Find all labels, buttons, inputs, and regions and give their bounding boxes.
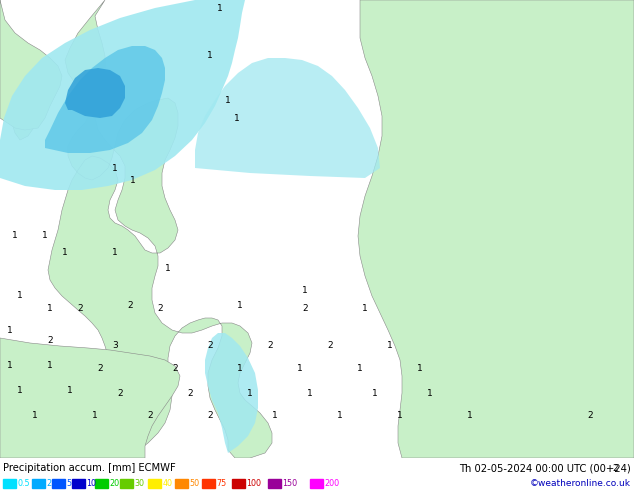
Polygon shape <box>45 46 165 153</box>
Text: 1: 1 <box>17 291 23 299</box>
Text: 1: 1 <box>372 389 378 397</box>
Text: 2: 2 <box>327 341 333 349</box>
Bar <box>32 479 45 488</box>
Text: 1: 1 <box>387 341 393 349</box>
Text: 1: 1 <box>272 411 278 419</box>
Polygon shape <box>195 58 380 178</box>
Text: 100: 100 <box>247 479 261 488</box>
Text: 1: 1 <box>112 164 118 172</box>
Polygon shape <box>48 0 272 458</box>
Text: 2: 2 <box>147 411 153 419</box>
Text: 200: 200 <box>325 479 340 488</box>
Text: 1: 1 <box>397 411 403 419</box>
Polygon shape <box>358 0 634 458</box>
Text: 2: 2 <box>207 341 213 349</box>
Text: 1: 1 <box>417 364 423 372</box>
Text: 2: 2 <box>207 411 213 419</box>
Text: 1: 1 <box>234 114 240 122</box>
Text: 1: 1 <box>92 411 98 419</box>
Text: 0.5: 0.5 <box>18 479 30 488</box>
Text: 2: 2 <box>157 303 163 313</box>
Text: 2: 2 <box>267 341 273 349</box>
Text: 1: 1 <box>17 386 23 394</box>
Polygon shape <box>0 338 180 458</box>
Text: 2: 2 <box>612 464 618 472</box>
Bar <box>310 479 323 488</box>
Text: 1: 1 <box>12 230 18 240</box>
Text: 1: 1 <box>427 389 433 397</box>
Text: 2: 2 <box>187 389 193 397</box>
Text: 1: 1 <box>307 389 313 397</box>
Text: 1: 1 <box>47 361 53 369</box>
Text: 50: 50 <box>190 479 200 488</box>
Bar <box>175 479 188 488</box>
Bar <box>148 479 161 488</box>
Text: 3: 3 <box>112 341 118 349</box>
Text: 1: 1 <box>337 411 343 419</box>
Text: 2: 2 <box>302 303 308 313</box>
Text: 2: 2 <box>127 300 133 310</box>
Text: ©weatheronline.co.uk: ©weatheronline.co.uk <box>530 479 631 488</box>
Text: 2: 2 <box>97 364 103 372</box>
Text: 30: 30 <box>134 479 145 488</box>
Text: 1: 1 <box>207 50 213 59</box>
Text: Precipitation accum. [mm] ECMWF: Precipitation accum. [mm] ECMWF <box>3 463 176 473</box>
Polygon shape <box>65 68 125 118</box>
Text: 2: 2 <box>47 336 53 344</box>
Text: 150: 150 <box>283 479 297 488</box>
Bar <box>268 479 281 488</box>
Bar <box>120 479 133 488</box>
Text: 1: 1 <box>302 286 308 294</box>
Text: 1: 1 <box>247 389 253 397</box>
Text: 1: 1 <box>7 325 13 335</box>
Bar <box>232 479 245 488</box>
Bar <box>52 479 65 488</box>
Text: 20: 20 <box>110 479 120 488</box>
Text: 1: 1 <box>47 303 53 313</box>
Text: 1: 1 <box>42 230 48 240</box>
Polygon shape <box>0 0 35 140</box>
Text: 1: 1 <box>237 364 243 372</box>
Text: 10: 10 <box>86 479 96 488</box>
Text: Th 02-05-2024 00:00 UTC (00+24): Th 02-05-2024 00:00 UTC (00+24) <box>459 463 631 473</box>
Text: 1: 1 <box>7 361 13 369</box>
Bar <box>202 479 215 488</box>
Text: 75: 75 <box>216 479 227 488</box>
Polygon shape <box>205 333 258 453</box>
Bar <box>95 479 108 488</box>
Text: 1: 1 <box>67 386 73 394</box>
Text: 40: 40 <box>162 479 172 488</box>
Text: 2: 2 <box>46 479 51 488</box>
Text: 1: 1 <box>165 264 171 272</box>
Text: 1: 1 <box>217 3 223 13</box>
Text: 1: 1 <box>357 364 363 372</box>
Text: 2: 2 <box>587 411 593 419</box>
Text: 1: 1 <box>130 175 136 185</box>
Text: 1: 1 <box>467 411 473 419</box>
Bar <box>72 479 85 488</box>
Text: 2: 2 <box>77 303 83 313</box>
Text: 1: 1 <box>32 411 38 419</box>
Polygon shape <box>0 0 62 130</box>
Text: 2: 2 <box>172 364 178 372</box>
Text: 1: 1 <box>62 247 68 256</box>
Polygon shape <box>0 0 245 190</box>
Text: 1: 1 <box>225 96 231 104</box>
Text: 1: 1 <box>112 247 118 256</box>
Bar <box>3 479 16 488</box>
Text: 1: 1 <box>237 300 243 310</box>
Text: 2: 2 <box>117 389 123 397</box>
Text: 1: 1 <box>297 364 303 372</box>
Text: 5: 5 <box>67 479 72 488</box>
Text: 1: 1 <box>362 303 368 313</box>
